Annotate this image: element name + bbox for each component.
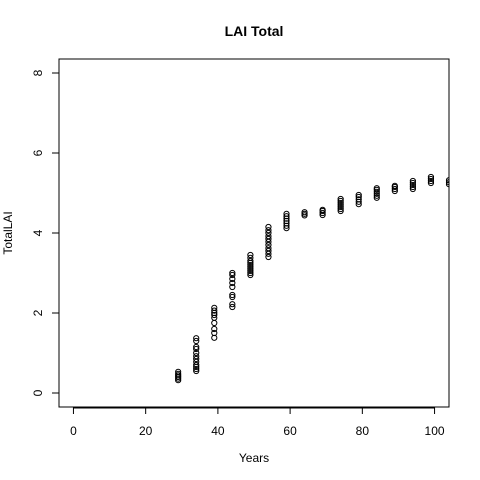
data-point	[265, 253, 272, 261]
data-point	[211, 307, 218, 314]
data-point	[247, 271, 254, 279]
data-point	[229, 271, 236, 279]
data-point	[391, 185, 398, 193]
x-tick-label: 100	[425, 424, 445, 438]
data-point	[265, 245, 272, 252]
x-tick-label: 0	[70, 424, 77, 438]
y-tick-label: 2	[31, 309, 45, 316]
data-point	[337, 207, 344, 215]
y-tick-label: 6	[31, 149, 45, 156]
data-point	[337, 195, 344, 203]
x-tick-label: 20	[139, 424, 153, 438]
data-point	[337, 201, 344, 209]
data-point	[193, 365, 200, 373]
data-point	[265, 241, 272, 249]
data-point	[355, 191, 362, 199]
x-axis-label: Years	[239, 451, 269, 465]
data-point	[409, 183, 416, 191]
data-point	[265, 233, 272, 240]
chart-title: LAI Total	[225, 23, 284, 39]
data-point	[427, 179, 435, 187]
data-point	[373, 188, 380, 195]
data-point	[445, 179, 449, 186]
data-point	[193, 335, 200, 342]
data-point	[319, 209, 326, 217]
data-point	[283, 210, 290, 217]
data-point	[337, 203, 344, 211]
data-point	[193, 361, 200, 369]
data-point	[229, 293, 236, 301]
data-point	[211, 329, 218, 337]
data-point	[427, 173, 435, 181]
data-point	[211, 304, 218, 311]
data-point	[355, 193, 362, 201]
data-point	[301, 209, 308, 216]
data-point	[373, 194, 380, 201]
y-axis: 0 2 4 6 8	[31, 69, 60, 396]
data-point	[247, 263, 254, 271]
y-tick-label: 4	[31, 229, 45, 236]
data-point	[373, 192, 380, 199]
data-point	[193, 343, 200, 351]
data-point	[427, 177, 435, 185]
data-point	[337, 199, 344, 207]
data-point	[445, 181, 449, 188]
y-tick-label: 8	[31, 69, 45, 76]
data-point	[247, 254, 254, 261]
x-axis: 0 20 40 60 80 100	[70, 407, 445, 438]
data-point	[229, 269, 236, 277]
data-point	[265, 247, 272, 255]
data-point	[319, 206, 326, 213]
data-point	[229, 283, 236, 291]
data-point	[247, 257, 254, 265]
data-point	[265, 227, 272, 234]
data-point	[229, 291, 236, 299]
data-point	[193, 345, 200, 353]
data-point	[229, 279, 236, 287]
data-point	[265, 223, 272, 231]
data-point	[265, 229, 272, 237]
data-point	[247, 267, 254, 275]
data-point	[229, 303, 236, 311]
data-point	[247, 251, 254, 259]
data-point	[283, 213, 290, 220]
data-point	[193, 349, 200, 357]
data-point	[409, 185, 416, 193]
y-axis-label: TotalLAI	[1, 211, 15, 254]
data-point	[265, 235, 272, 243]
data-point	[175, 370, 182, 377]
data-point	[391, 182, 398, 189]
data-point	[247, 261, 254, 269]
data-point	[409, 179, 416, 187]
data-point	[211, 311, 218, 319]
x-tick-label: 60	[283, 424, 297, 438]
data-point	[409, 181, 416, 189]
data-point	[193, 355, 200, 363]
data-point	[193, 367, 200, 375]
data-point	[229, 301, 236, 308]
data-point	[247, 269, 254, 277]
data-point	[193, 353, 200, 360]
data-point	[193, 337, 200, 345]
data-point	[337, 197, 344, 205]
x-tick-label: 40	[211, 424, 225, 438]
data-point	[175, 368, 182, 375]
data-point	[355, 196, 362, 203]
data-point	[409, 177, 416, 185]
data-point	[337, 205, 344, 213]
y-tick-label: 0	[31, 389, 45, 396]
data-point	[229, 275, 236, 283]
data-point	[445, 177, 449, 184]
data-point	[211, 325, 218, 333]
data-point	[247, 265, 254, 273]
x-tick-label: 80	[356, 424, 370, 438]
data-points	[175, 173, 449, 384]
data-point	[427, 175, 435, 183]
data-point	[373, 185, 380, 192]
